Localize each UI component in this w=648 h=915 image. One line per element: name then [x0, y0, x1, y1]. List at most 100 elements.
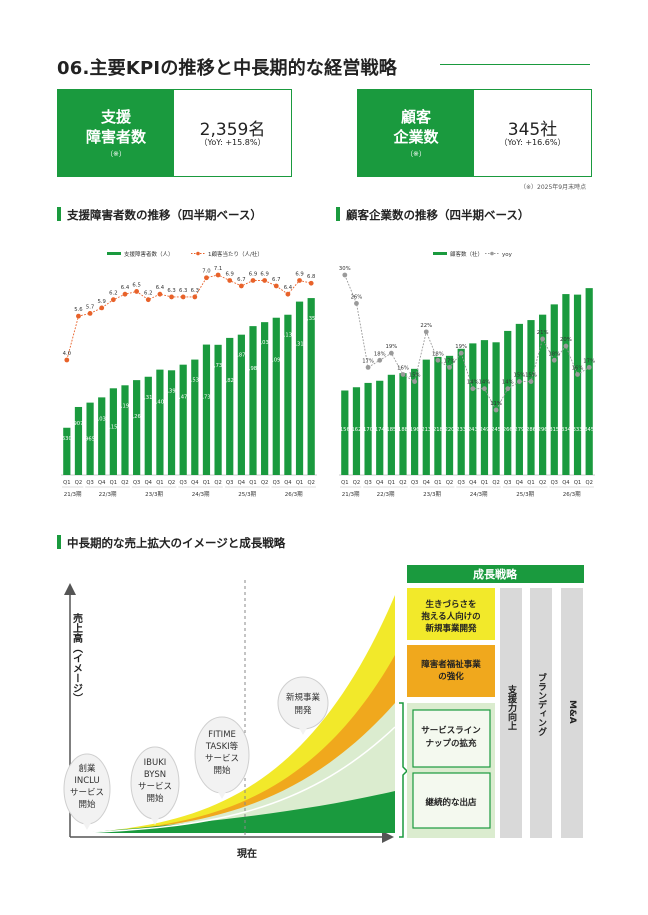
category-tick-label: Q2	[585, 480, 592, 486]
bar	[469, 343, 477, 475]
section-title-chart1: 支援障害者数の推移（四半期ベース）	[67, 208, 262, 222]
bar-value-label: 1,739	[199, 395, 214, 401]
kpi-label-note: （※）	[106, 150, 126, 158]
line-point	[412, 379, 418, 384]
growth-strategy-diagram: 現在 売上高（イメージ） 創業 INCLU サービス 開始 IBUKI BYSN…	[63, 565, 584, 860]
area-stores	[80, 791, 395, 833]
category-tick-label: Q2	[307, 480, 314, 486]
kpi-card-clients: 顧客 企業数 （※） 345社 （YoY: +16.6%）	[357, 89, 592, 177]
line-point	[528, 379, 534, 384]
category-tick-label: Q2	[121, 480, 128, 486]
milestone-text: INCLU	[74, 776, 99, 786]
line-point	[551, 357, 557, 363]
bar-value-label: 233	[456, 427, 466, 433]
bar-value-label: 1,310	[141, 395, 156, 401]
category-tick-label: Q2	[261, 480, 268, 486]
bar-value-label: 630	[62, 436, 72, 442]
line-point	[586, 364, 592, 370]
kpi-label-line1: 支援	[100, 108, 131, 126]
bar-value-label: 174	[375, 427, 386, 433]
line-point	[388, 350, 394, 356]
category-tick-label: Q1	[434, 480, 441, 486]
bar	[98, 397, 106, 475]
legend-bar-swatch	[433, 252, 447, 255]
bar	[261, 322, 269, 475]
year-group-label: 26/3期	[285, 491, 303, 498]
bar-value-label: 185	[386, 427, 396, 433]
line-value-label: 6.8	[307, 274, 316, 280]
category-tick-label: Q2	[214, 480, 221, 486]
bar	[179, 364, 187, 475]
bar-value-label: 162	[352, 427, 362, 433]
category-tick-label: Q2	[168, 480, 175, 486]
line-value-label: 20%	[560, 337, 572, 343]
year-group-label: 24/3期	[192, 491, 210, 498]
strategy-box-text: 新規事業開発	[425, 623, 477, 634]
bar-value-label: 334	[561, 427, 572, 433]
bar	[573, 294, 582, 475]
line-point	[169, 294, 174, 300]
bar	[539, 314, 547, 475]
bar	[214, 344, 222, 475]
line-value-label: 5.6	[74, 307, 83, 313]
bar-value-label: 2,312	[292, 342, 307, 348]
kpi-value: 345社	[507, 120, 558, 140]
bar-value-label: 170	[363, 427, 373, 433]
line-point	[447, 364, 452, 370]
line-value-label: 21%	[537, 330, 549, 336]
line-point	[227, 278, 233, 283]
milestone-text: FITIME	[208, 730, 236, 740]
strategy-box-text: 生きづらさを	[425, 599, 476, 610]
bar-value-label: 218	[433, 427, 443, 433]
bar	[434, 356, 442, 475]
line-point	[87, 310, 93, 316]
line-point	[365, 364, 371, 370]
category-tick-label: Q4	[423, 480, 431, 486]
line-point	[297, 278, 302, 283]
line-value-label: 17%	[362, 358, 374, 364]
line-value-label: 14%	[467, 380, 479, 386]
bar	[504, 330, 512, 475]
line-point	[215, 272, 221, 278]
category-tick-label: Q2	[492, 480, 499, 486]
year-group-label: 25/3期	[516, 491, 534, 498]
category-tick-label: Q1	[156, 480, 163, 486]
footnote: （※）2025年9月末時点	[520, 184, 587, 191]
column-label-branding: ブランディング	[536, 672, 547, 737]
line-point	[110, 297, 116, 303]
bar-value-label: 220	[445, 427, 455, 433]
legend-line-marker	[196, 251, 200, 256]
category-tick-label: Q3	[551, 480, 558, 486]
bar-value-label: 1,871	[234, 353, 249, 359]
line-value-label: 17%	[444, 358, 456, 364]
milestone-text: サービス	[70, 788, 104, 798]
line-point	[400, 372, 406, 377]
strategy-column-support	[500, 588, 522, 838]
line-value-label: 18%	[374, 351, 386, 357]
line-value-label: 15%	[525, 373, 537, 379]
strategy-box-stores	[412, 772, 491, 829]
line-value-label: 6.2	[144, 291, 152, 297]
bar-value-label: 286	[526, 427, 536, 433]
line-value-label: 14%	[502, 380, 514, 386]
milestone-fitime: FITIME TASKI等 サービス 開始	[194, 716, 250, 799]
kpi-label-line1: 顧客	[400, 108, 431, 126]
line-point	[505, 386, 511, 392]
line-point	[145, 297, 151, 303]
bar	[411, 368, 419, 475]
bar-value-label: 1,539	[187, 378, 202, 384]
bar-value-label: 279	[514, 427, 524, 433]
line-point	[540, 336, 546, 342]
bar	[480, 340, 489, 475]
strategy-header: 成長戦略	[473, 567, 518, 581]
line-value-label: 6.7	[237, 277, 245, 283]
strategy-box-welfare	[407, 645, 495, 697]
line-point	[458, 350, 464, 356]
line-value-label: 16%	[397, 365, 409, 371]
line-value-label: 19%	[455, 344, 467, 350]
strategy-box-text: サービスライン	[421, 725, 481, 736]
milestone-text: 新規事業	[286, 692, 321, 703]
kpi-yoy: （YoY: +16.6%）	[499, 138, 566, 147]
strategy-box-text: の強化	[438, 671, 464, 682]
bar-value-label: 345	[584, 427, 594, 433]
